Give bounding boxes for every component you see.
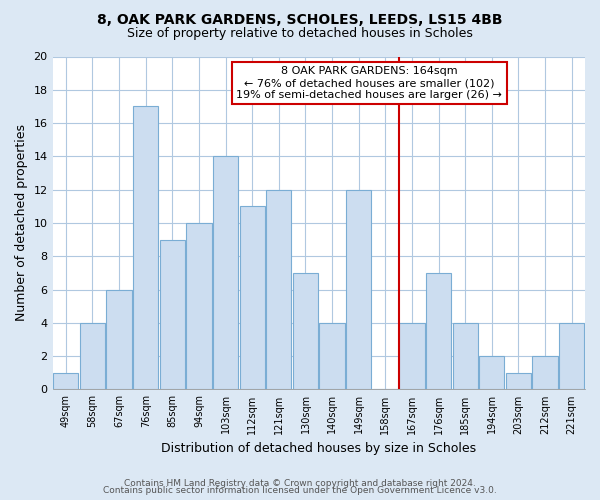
Bar — [559, 323, 584, 390]
Bar — [239, 206, 265, 390]
Bar — [400, 323, 425, 390]
Text: Size of property relative to detached houses in Scholes: Size of property relative to detached ho… — [127, 28, 473, 40]
Bar — [213, 156, 238, 390]
Bar — [426, 273, 451, 390]
Bar — [479, 356, 505, 390]
Text: 8 OAK PARK GARDENS: 164sqm
← 76% of detached houses are smaller (102)
19% of sem: 8 OAK PARK GARDENS: 164sqm ← 76% of deta… — [236, 66, 502, 100]
Text: 8, OAK PARK GARDENS, SCHOLES, LEEDS, LS15 4BB: 8, OAK PARK GARDENS, SCHOLES, LEEDS, LS1… — [97, 12, 503, 26]
Bar — [506, 373, 531, 390]
X-axis label: Distribution of detached houses by size in Scholes: Distribution of detached houses by size … — [161, 442, 476, 455]
Bar — [319, 323, 345, 390]
Bar — [266, 190, 292, 390]
Bar — [187, 223, 212, 390]
Bar — [532, 356, 558, 390]
Bar — [106, 290, 132, 390]
Bar — [293, 273, 318, 390]
Text: Contains public sector information licensed under the Open Government Licence v3: Contains public sector information licen… — [103, 486, 497, 495]
Text: Contains HM Land Registry data © Crown copyright and database right 2024.: Contains HM Land Registry data © Crown c… — [124, 478, 476, 488]
Y-axis label: Number of detached properties: Number of detached properties — [15, 124, 28, 322]
Bar — [80, 323, 105, 390]
Bar — [53, 373, 79, 390]
Bar — [346, 190, 371, 390]
Bar — [133, 106, 158, 390]
Bar — [160, 240, 185, 390]
Bar — [452, 323, 478, 390]
